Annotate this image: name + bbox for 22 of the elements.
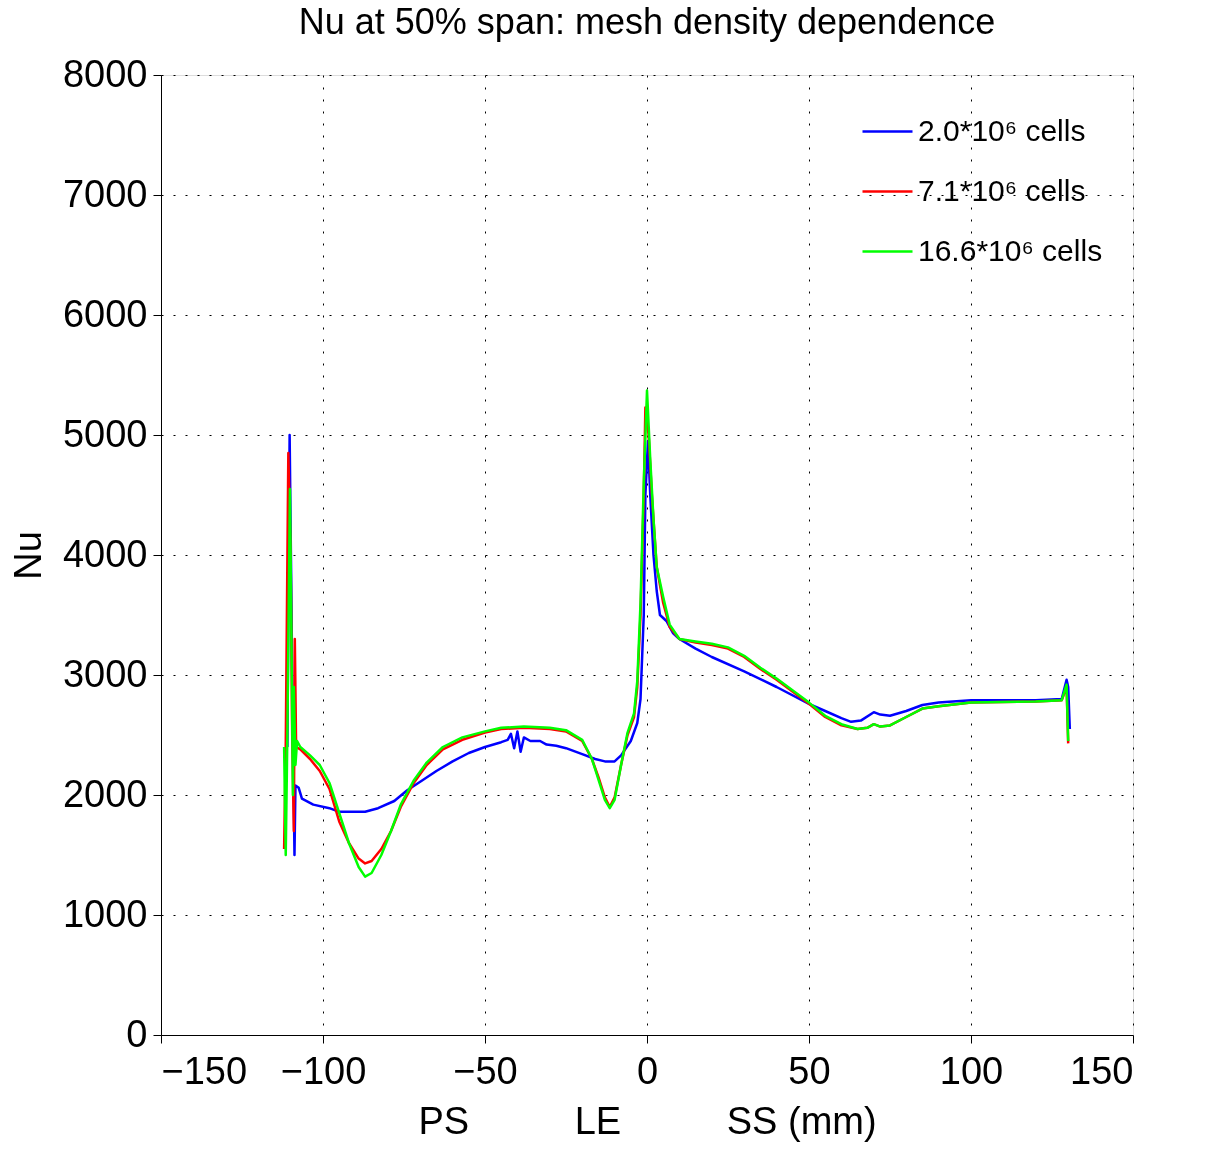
x-tick-label: 0 — [636, 1049, 659, 1092]
y-tick-label: 1000 — [62, 892, 148, 935]
y-tick-label: 6000 — [62, 292, 148, 335]
y-tick-label: 2000 — [62, 772, 148, 815]
y-tick-label: 8000 — [62, 52, 148, 95]
y-axis-title: Nu — [6, 531, 49, 580]
x-tick-label: 100 — [939, 1049, 1004, 1092]
y-tick-label: 3000 — [62, 652, 148, 695]
x-tick-label: −100 — [280, 1049, 367, 1092]
chart-title: Nu at 50% span: mesh density dependence — [298, 1, 996, 42]
x-tick-label: −50 — [453, 1049, 518, 1092]
x-axis-title: PS LE SS (mm) — [418, 1099, 877, 1142]
legend-label: 7.1*10⁶ cells — [918, 173, 1086, 207]
x-tick-label: 50 — [788, 1049, 831, 1092]
legend-label: 2.0*10⁶ cells — [918, 113, 1086, 147]
x-tick-label: 150 — [1070, 1049, 1134, 1092]
y-tick-label: 7000 — [62, 172, 148, 215]
x-tick-label: −150 — [161, 1049, 248, 1092]
y-tick-label: 5000 — [62, 412, 148, 455]
legend-label: 16.6*10⁶ cells — [918, 233, 1103, 267]
y-tick-label: 0 — [126, 1012, 148, 1055]
y-tick-label: 4000 — [62, 532, 148, 575]
